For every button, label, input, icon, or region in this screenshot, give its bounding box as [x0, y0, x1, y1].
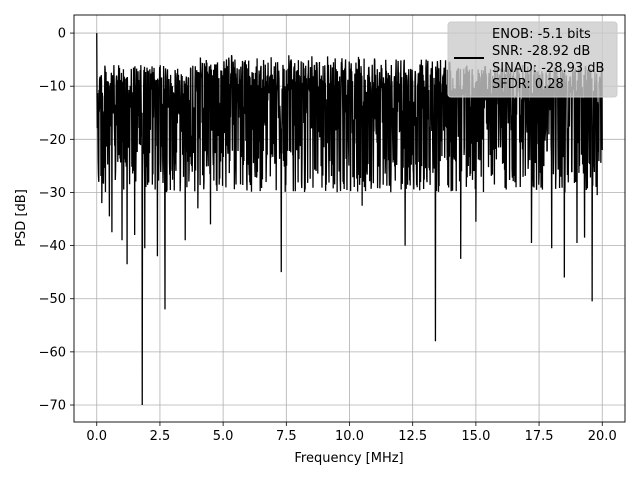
x-tick-label: 2.5 — [150, 429, 171, 444]
x-tick-label: 20.0 — [588, 429, 617, 444]
legend-enob: ENOB: -5.1 bits — [492, 27, 591, 42]
y-tick-label: 0 — [58, 27, 66, 42]
y-tick-label: −30 — [39, 186, 66, 201]
y-tick-label: −50 — [39, 292, 66, 307]
x-tick-label: 5.0 — [213, 429, 234, 444]
y-tick-label: −70 — [39, 398, 66, 413]
legend-sfdr: SFDR: 0.28 — [492, 77, 564, 92]
x-tick-label: 12.5 — [398, 429, 427, 444]
x-tick-label: 7.5 — [276, 429, 297, 444]
y-axis-label: PSD [dB] — [14, 189, 29, 247]
legend: ENOB: -5.1 bits SNR: -28.92 dB SINAD: -2… — [447, 21, 618, 98]
ticks: 0.0 2.5 5.0 7.5 10.0 12.5 15.0 17.5 20.0 0 −10 −20 −… — [39, 27, 617, 444]
legend-snr: SNR: -28.92 dB — [492, 44, 590, 59]
x-axis-label: Frequency [MHz] — [294, 451, 403, 466]
y-tick-label: −10 — [39, 80, 66, 95]
x-tick-label: 10.0 — [335, 429, 364, 444]
y-tick-label: −20 — [39, 133, 66, 148]
legend-box — [447, 21, 618, 98]
x-tick-label: 17.5 — [525, 429, 554, 444]
x-tick-label: 0.0 — [86, 429, 107, 444]
y-tick-label: −60 — [39, 345, 66, 360]
legend-sinad: SINAD: -28.93 dB — [492, 61, 604, 76]
y-tick-label: −40 — [39, 239, 66, 254]
x-tick-label: 15.0 — [461, 429, 490, 444]
